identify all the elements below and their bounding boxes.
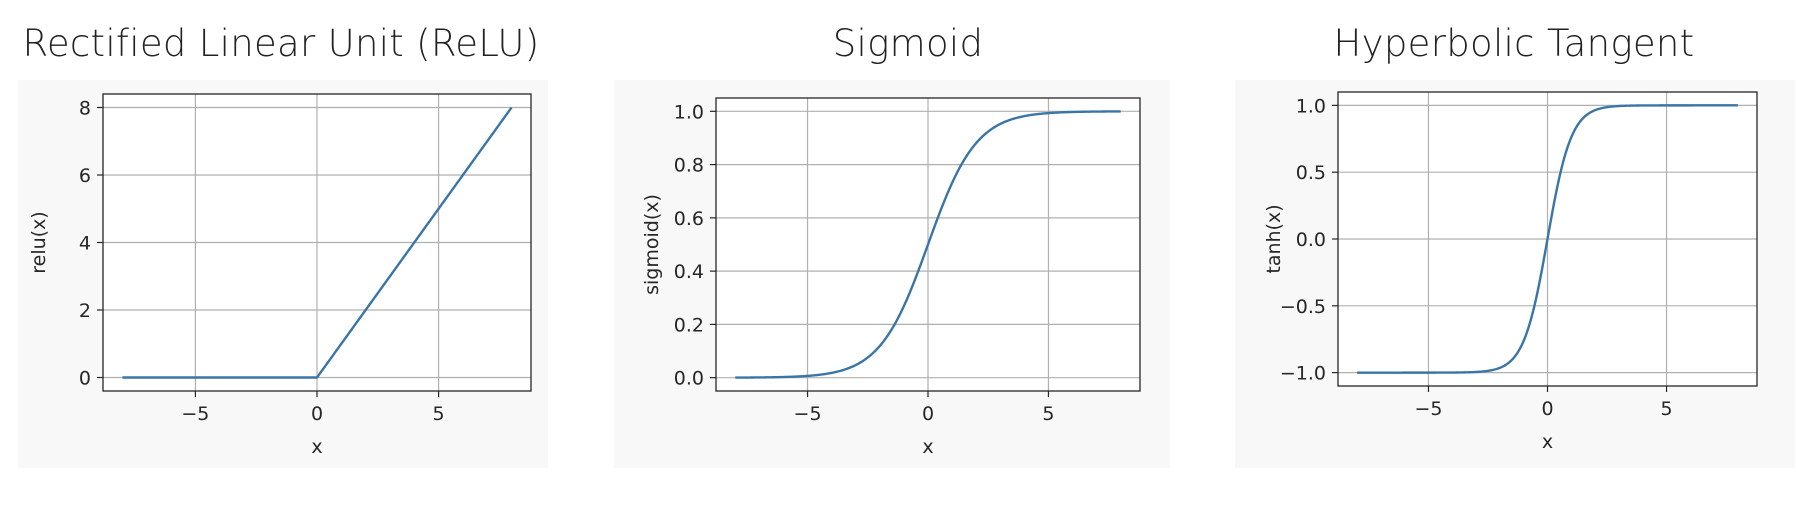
sigmoid-x-axis-label: x (922, 436, 933, 458)
sigmoid-y-axis-label: sigmoid(x) (641, 194, 663, 295)
relu-y-axis-label: relu(x) (28, 211, 50, 273)
relu-x-tick-label: 5 (433, 403, 445, 425)
sigmoid-y-tick-label: 1.0 (674, 101, 704, 123)
sigmoid-x-tick-label: 0 (922, 403, 934, 425)
relu-x-axis-label: x (311, 436, 322, 458)
sigmoid-x-tick-label: −5 (794, 403, 822, 425)
relu-x-tick-label: −5 (181, 403, 209, 425)
tanh-x-tick-label: 5 (1660, 398, 1672, 420)
sigmoid-y-tick-label: 0.6 (674, 208, 704, 230)
relu-y-tick-label: 2 (79, 300, 91, 322)
sigmoid-x-tick-label: 5 (1042, 403, 1054, 425)
sigmoid-y-tick-label: 0.4 (674, 261, 704, 283)
sigmoid-chart: −5 0 5 0.0 0.2 0.4 0.6 0.8 1.0 x sigmoid(x) (641, 97, 1141, 458)
tanh-y-tick-label: −1.0 (1280, 363, 1326, 385)
tanh-y-tick-label: −0.5 (1280, 296, 1326, 318)
tanh-chart-title: Hyperbolic Tangent (1333, 22, 1695, 65)
relu-x-tick-label: 0 (311, 403, 323, 425)
tanh-y-axis-label: tanh(x) (1263, 204, 1285, 273)
sigmoid-chart-title: Sigmoid (832, 22, 984, 65)
sigmoid-series-line (735, 110, 1121, 379)
relu-chart-title: Rectified Linear Unit (ReLU) (22, 22, 540, 65)
sigmoid-y-tick-label: 0.8 (674, 155, 704, 177)
tanh-x-tick-label: −5 (1414, 398, 1442, 420)
tanh-series-line (1356, 104, 1739, 374)
tanh-y-tick-label: 1.0 (1296, 95, 1326, 117)
relu-y-tick-label: 4 (79, 233, 91, 255)
relu-y-tick-label: 6 (79, 165, 91, 187)
relu-chart: −5 0 5 0 2 4 6 8 x relu(x) (28, 93, 532, 458)
tanh-x-axis-label: x (1542, 431, 1553, 453)
sigmoid-y-tick-label: 0.0 (674, 368, 704, 390)
sigmoid-y-tick-label: 0.2 (674, 314, 704, 336)
relu-y-tick-label: 8 (79, 98, 91, 120)
tanh-y-tick-label: 0.5 (1296, 162, 1326, 184)
relu-series-line (122, 106, 513, 379)
tanh-y-tick-label: 0.0 (1296, 229, 1326, 251)
tanh-chart: −5 0 5 −1.0 −0.5 0.0 0.5 1.0 x tanh(x) (1263, 91, 1758, 453)
relu-y-tick-label: 0 (79, 368, 91, 390)
tanh-x-tick-label: 0 (1541, 398, 1553, 420)
